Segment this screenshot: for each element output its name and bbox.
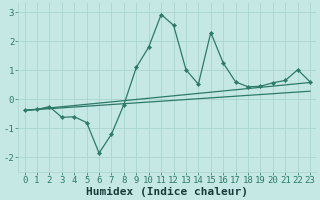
X-axis label: Humidex (Indice chaleur): Humidex (Indice chaleur) <box>86 186 248 197</box>
